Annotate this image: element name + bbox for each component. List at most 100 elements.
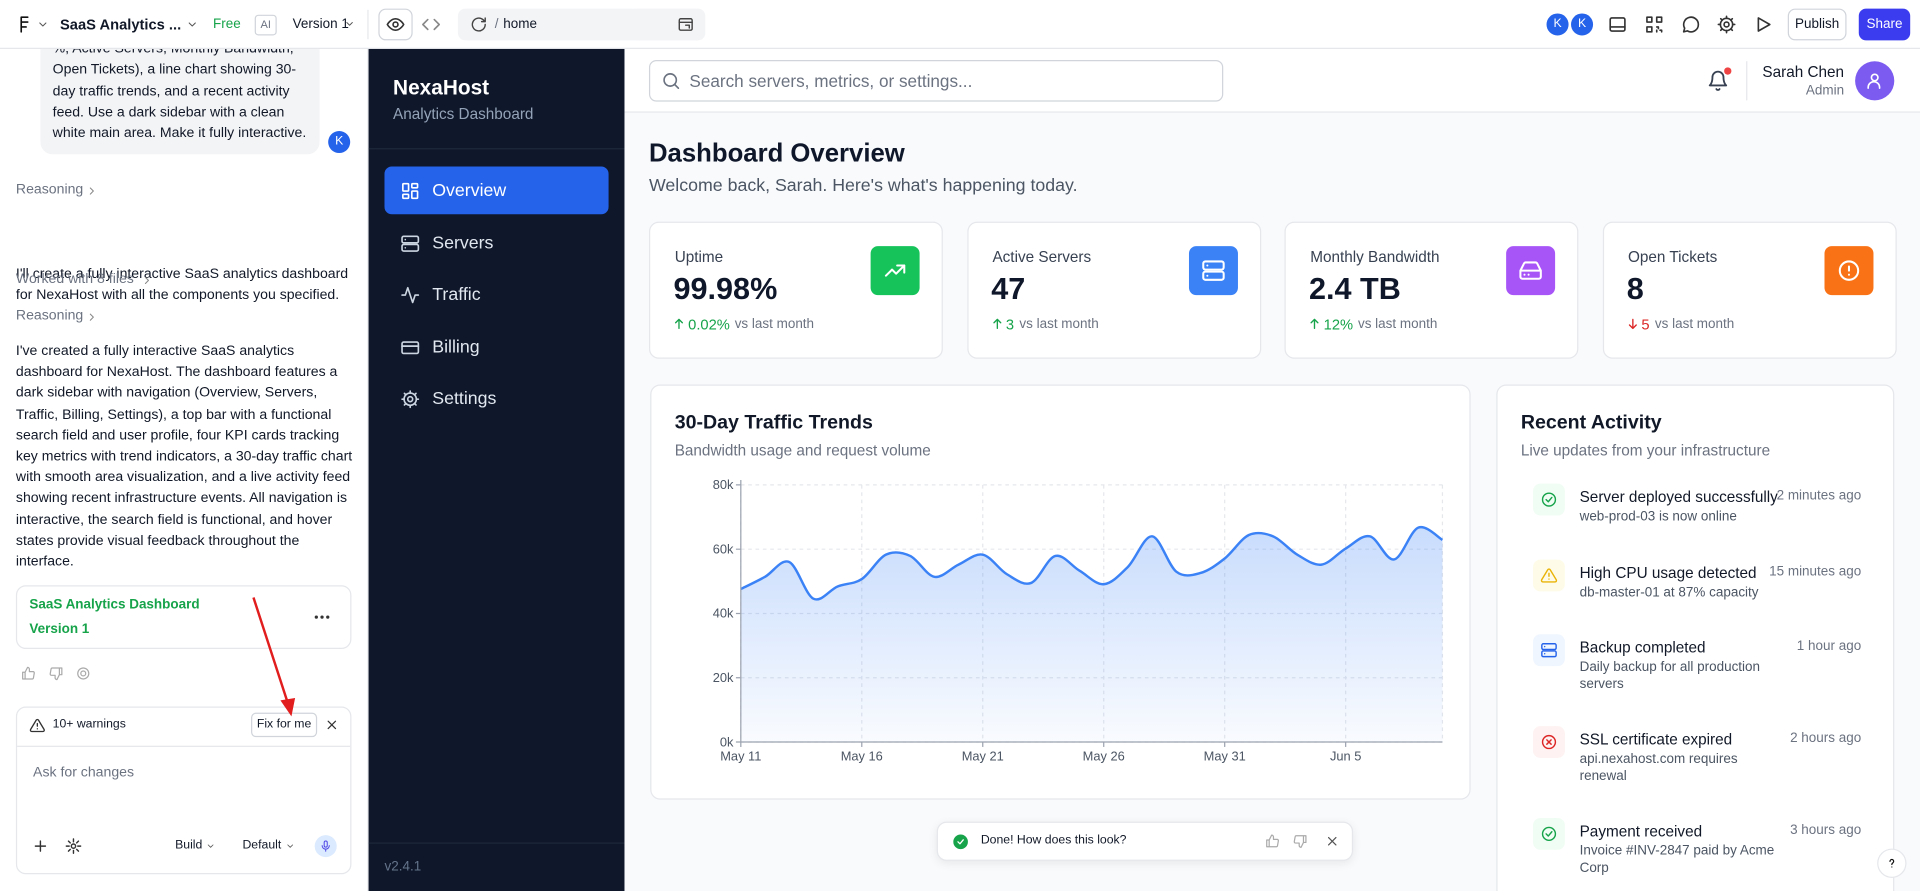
run-button[interactable] <box>1753 15 1773 35</box>
icon <box>39 22 47 27</box>
icon-part <box>401 390 420 409</box>
y-tick-label: 60k <box>713 541 734 556</box>
prompt-input[interactable]: Ask for changes <box>33 765 135 780</box>
logo[interactable] <box>15 15 35 35</box>
chart-card: 30-Day Traffic Trends Bandwidth usage an… <box>650 384 1471 800</box>
chevron[interactable] <box>186 18 198 30</box>
code-button[interactable] <box>421 15 441 35</box>
qr-button[interactable] <box>1644 15 1664 35</box>
ai-badge[interactable]: AI <box>254 14 277 36</box>
icon <box>1838 260 1859 281</box>
publish-button[interactable]: Publish <box>1787 8 1847 41</box>
divider <box>368 842 625 844</box>
chevron[interactable] <box>37 18 49 30</box>
nav-label[interactable]: Servers <box>432 233 494 253</box>
icon-part <box>673 83 680 89</box>
nav-item[interactable]: Overview <box>384 166 609 215</box>
nav-label[interactable]: Billing <box>432 337 480 357</box>
avatar[interactable]: K <box>1546 13 1569 36</box>
reasoning-toggle[interactable]: Reasoning <box>15 182 84 198</box>
page-subtitle: Welcome back, Sarah. Here's what's happe… <box>648 176 1078 196</box>
chart-subtitle: Bandwidth usage and request volume <box>674 442 931 460</box>
share-button[interactable]: Share <box>1858 8 1911 41</box>
user-name[interactable]: Sarah Chen <box>1762 63 1845 81</box>
icon <box>1609 17 1626 32</box>
icon-part <box>1546 739 1552 745</box>
nav-label[interactable]: Overview <box>432 181 507 201</box>
settings-button[interactable] <box>1717 15 1737 35</box>
toast-close[interactable] <box>1325 834 1340 849</box>
avatar[interactable]: K <box>1571 13 1594 36</box>
help-button[interactable] <box>1877 848 1907 878</box>
project-name[interactable]: SaaS Analytics ... <box>60 15 182 34</box>
reasoning-toggle[interactable]: Reasoning <box>15 308 84 324</box>
build-select[interactable]: Build <box>175 838 203 853</box>
icon-part <box>411 190 419 200</box>
kpi-change: 5 <box>1641 315 1650 334</box>
files-toggle[interactable]: Worked with 8 files <box>15 271 134 287</box>
attach-button[interactable] <box>32 838 49 855</box>
thumb-up[interactable] <box>21 666 36 681</box>
user-role: Admin <box>1805 83 1845 98</box>
mode-select[interactable]: Default <box>242 838 282 853</box>
fix-button[interactable]: Fix for me <box>251 712 318 738</box>
x-tick-label: May 26 <box>1083 748 1125 763</box>
icon-part <box>1545 496 1553 503</box>
nav-label[interactable]: Traffic <box>432 285 481 305</box>
thumb-up[interactable] <box>1265 834 1280 849</box>
search-placeholder[interactable]: Search servers, metrics, or settings... <box>689 71 973 91</box>
preview-button[interactable] <box>378 8 413 41</box>
nav-icon <box>400 181 420 201</box>
more-button[interactable] <box>312 607 332 627</box>
activity-time: 15 minutes ago <box>1769 563 1862 579</box>
artifact-version[interactable]: Version 1 <box>29 622 90 637</box>
x-tick-label: Jun 5 <box>1330 748 1361 763</box>
icon-part <box>1519 261 1542 280</box>
icon-part <box>422 18 440 31</box>
icon-part <box>402 182 410 192</box>
kpi-icon <box>870 246 920 296</box>
url-bar[interactable] <box>457 8 706 41</box>
icon-part <box>1293 835 1307 848</box>
dismiss-button[interactable] <box>324 718 339 733</box>
retry[interactable] <box>76 666 91 681</box>
open-window[interactable] <box>677 16 694 33</box>
nav-label[interactable]: Settings <box>432 389 497 409</box>
icon <box>663 73 680 89</box>
kpi-glyph <box>1518 258 1542 282</box>
notifications-button[interactable] <box>1707 70 1729 92</box>
artifact-card[interactable] <box>15 585 352 649</box>
nav-item[interactable]: Servers <box>384 219 608 267</box>
icon-part <box>401 243 420 252</box>
icon-part <box>1201 270 1225 281</box>
search-field[interactable] <box>648 60 1224 102</box>
icon <box>401 340 420 354</box>
icon <box>89 187 94 195</box>
mic-button[interactable] <box>314 835 337 858</box>
icon <box>1717 15 1736 34</box>
warning-icon <box>29 718 45 734</box>
comments-button[interactable] <box>1681 15 1701 35</box>
kpi-glyph <box>883 258 907 282</box>
warnings[interactable]: 10+ warnings <box>52 717 126 732</box>
panel-button[interactable] <box>1608 15 1628 35</box>
artifact-title[interactable]: SaaS Analytics Dashboard <box>29 597 200 613</box>
icon-part <box>1867 80 1881 89</box>
thumb-down[interactable] <box>1293 834 1308 849</box>
chevron[interactable] <box>344 18 355 29</box>
nav-item[interactable]: Traffic <box>384 271 608 319</box>
help-icon <box>1884 856 1899 871</box>
nav-item[interactable]: Billing <box>384 323 608 371</box>
reload-button[interactable] <box>470 16 487 33</box>
icon-part <box>144 276 149 284</box>
thumb-down[interactable] <box>49 666 64 681</box>
divider <box>368 148 625 150</box>
icon-part <box>957 839 964 845</box>
nav-item[interactable]: Settings <box>384 375 608 423</box>
icon <box>1540 567 1558 583</box>
version-select[interactable]: Version 1 <box>292 17 349 32</box>
activity-title: Server deployed successfully <box>1579 488 1778 506</box>
activity-time: 2 minutes ago <box>1776 488 1862 504</box>
tools-button[interactable] <box>65 838 82 855</box>
